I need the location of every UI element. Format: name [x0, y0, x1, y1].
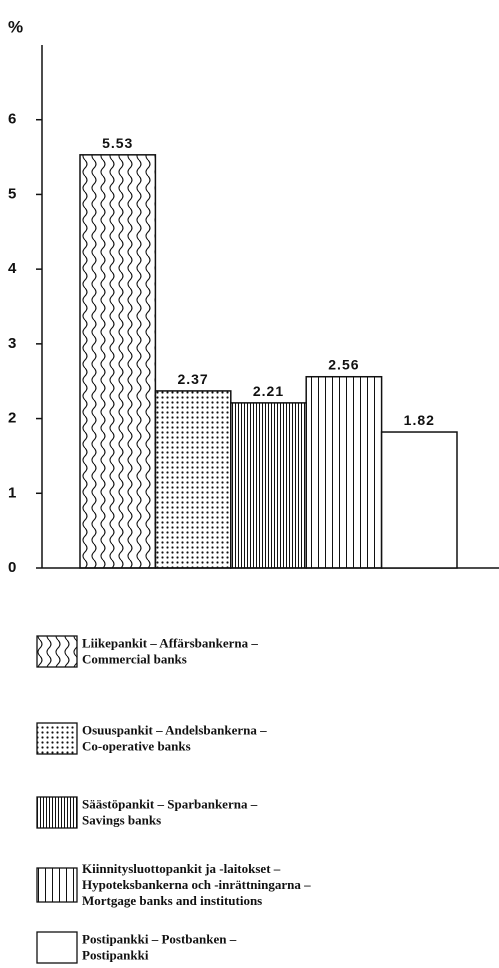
legend-label: Co-operative banks	[82, 739, 191, 754]
value-label: 1.82	[404, 412, 435, 428]
y-tick-label: 0	[8, 559, 16, 576]
bar	[230, 402, 307, 569]
legend-swatch	[36, 867, 78, 903]
bar	[154, 390, 232, 569]
bar	[380, 431, 458, 569]
legend-label: Commercial banks	[82, 652, 187, 667]
legend-label: Postipankki	[82, 948, 149, 963]
value-label: 2.21	[253, 383, 284, 399]
y-tick-label: 5	[8, 185, 16, 202]
legend-swatch	[36, 931, 78, 964]
legend-swatch	[36, 722, 78, 755]
y-tick-label: 6	[8, 111, 16, 128]
value-label: 2.56	[328, 357, 359, 373]
y-tick-label: 1	[8, 484, 16, 501]
legend-swatch	[36, 796, 78, 829]
legend-label: Liikepankit – Affärsbankerna –	[82, 636, 258, 651]
legend-label: Postipankki – Postbanken –	[82, 932, 237, 947]
bar	[305, 375, 383, 569]
legend-label: Savings banks	[82, 813, 161, 828]
y-axis-label: %	[8, 17, 23, 36]
legend-label: Osuuspankit – Andelsbankerna –	[82, 723, 267, 738]
value-label: 2.37	[177, 371, 208, 387]
y-tick-label: 2	[8, 410, 16, 427]
legend-label: Kiinnitysluottopankit ja -laitokset –	[82, 861, 281, 876]
y-tick-label: 3	[8, 335, 16, 352]
legend-label: Säästöpankit – Sparbankerna –	[82, 797, 258, 812]
legend-label: Mortgage banks and institutions	[82, 893, 262, 908]
bar	[79, 154, 157, 569]
y-tick-label: 4	[8, 260, 17, 277]
legend-swatch	[36, 635, 78, 668]
legend-label: Hypoteksbankerna och -inrättningarna –	[82, 877, 311, 892]
value-label: 5.53	[102, 135, 133, 151]
